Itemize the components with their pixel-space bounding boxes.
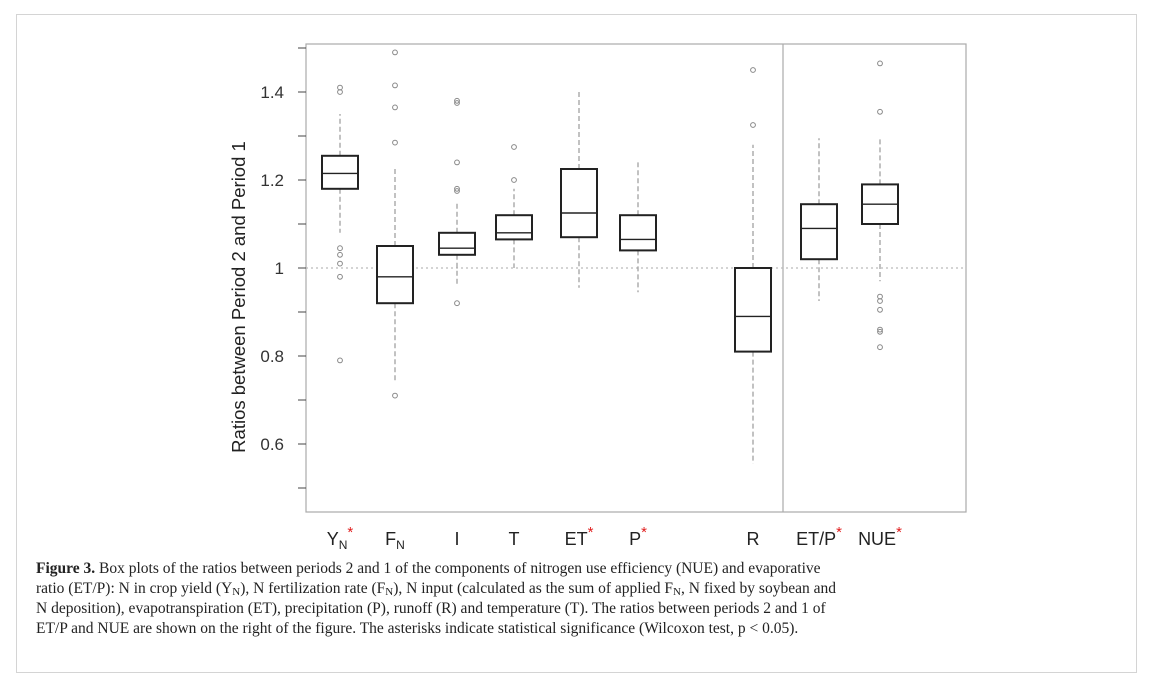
outlier-point-t bbox=[511, 177, 517, 183]
caption-text-2a: ratio (ET/P): N in crop yield (Y bbox=[36, 580, 233, 597]
outlier-point-i bbox=[454, 188, 460, 194]
caption-text-1: Box plots of the ratios between periods … bbox=[95, 560, 821, 577]
outlier-point-yn bbox=[337, 260, 343, 267]
y-tick-label: 0.8 bbox=[260, 347, 284, 366]
box-r bbox=[734, 267, 772, 353]
caption-line-3: N deposition), evapotranspiration (ET), … bbox=[36, 600, 826, 617]
caption-sub-2: N bbox=[385, 586, 394, 598]
x-label-p: P* bbox=[629, 524, 647, 549]
caption-line-2: ratio (ET/P): N in crop yield (YN), N fe… bbox=[36, 579, 1121, 599]
x-label-nue: NUE* bbox=[858, 524, 902, 549]
x-label-i: I bbox=[454, 529, 459, 549]
outlier-point-nue bbox=[877, 298, 883, 304]
outlier-point-nue bbox=[877, 344, 883, 351]
caption-text-2b: ), N fertilization rate (F bbox=[240, 580, 386, 597]
box-fn bbox=[376, 245, 414, 305]
outlier-point-fn bbox=[392, 392, 398, 399]
y-tick-label: 1.4 bbox=[260, 83, 284, 102]
outlier-point-yn bbox=[337, 251, 343, 258]
plot-area-border bbox=[305, 43, 967, 513]
outlier-point-i bbox=[454, 100, 460, 106]
box-p bbox=[619, 214, 657, 252]
x-label-et: ET* bbox=[565, 524, 594, 549]
y-tick-label: 1.2 bbox=[260, 171, 284, 190]
outlier-point-fn bbox=[392, 139, 398, 146]
outlier-point-nue bbox=[877, 326, 883, 333]
x-label-r: R bbox=[747, 529, 760, 549]
outlier-point-yn bbox=[337, 357, 343, 364]
caption-line-1: Figure 3. Box plots of the ratios betwee… bbox=[36, 559, 1121, 579]
outlier-point-nue bbox=[877, 328, 883, 335]
x-label-etp: ET/P* bbox=[796, 524, 842, 549]
figure-label: Figure 3. bbox=[36, 560, 96, 577]
outlier-point-t bbox=[511, 144, 517, 150]
outlier-point-nue bbox=[877, 306, 883, 313]
outlier-point-nue bbox=[877, 60, 883, 67]
outlier-point-nue bbox=[877, 108, 883, 115]
box-i bbox=[438, 231, 476, 256]
outlier-point-yn bbox=[337, 89, 343, 95]
outlier-point-r bbox=[750, 67, 756, 73]
outlier-point-fn bbox=[392, 49, 398, 56]
x-label-yn: YN* bbox=[327, 524, 354, 552]
figure-frame bbox=[16, 14, 1137, 673]
caption-line-4: ET/P and NUE are shown on the right of t… bbox=[36, 620, 799, 637]
outlier-point-yn bbox=[337, 273, 343, 280]
outlier-point-i bbox=[454, 300, 460, 307]
caption-text-2d: , N fixed by soybean and bbox=[681, 580, 836, 597]
outlier-point-i bbox=[454, 97, 460, 104]
y-tick-label: 1 bbox=[275, 259, 284, 278]
outlier-point-i bbox=[454, 185, 460, 192]
outlier-point-yn bbox=[337, 245, 343, 252]
outlier-point-fn bbox=[392, 82, 398, 89]
outlier-point-i bbox=[454, 159, 460, 166]
outlier-point-fn bbox=[392, 104, 398, 111]
box-t bbox=[495, 214, 533, 241]
outlier-point-r bbox=[750, 122, 756, 128]
box-etp bbox=[800, 203, 838, 261]
caption-sub-3: N bbox=[673, 586, 681, 598]
y-tick-label: 0.6 bbox=[260, 435, 284, 454]
box-yn bbox=[321, 154, 359, 190]
box-et bbox=[560, 168, 598, 239]
caption-sub-1: N bbox=[232, 586, 241, 598]
caption-text-2c: ), N input (calculated as the sum of app… bbox=[393, 580, 674, 597]
x-label-t: T bbox=[509, 529, 520, 549]
y-axis-label: Ratios between Period 2 and Period 1 bbox=[228, 141, 249, 453]
figure-caption: Figure 3. Box plots of the ratios betwee… bbox=[36, 559, 1121, 639]
x-label-fn: FN bbox=[385, 529, 405, 552]
